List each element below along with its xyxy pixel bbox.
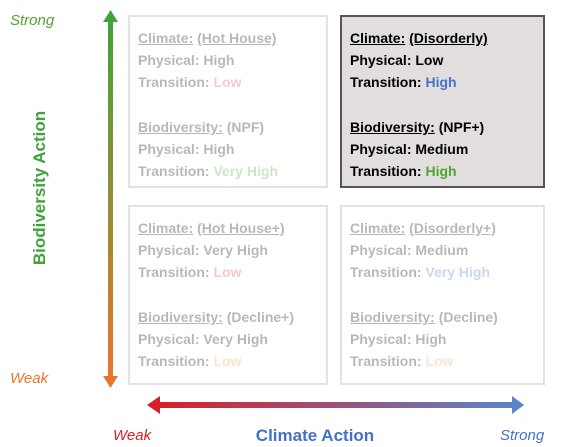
vertical-arrow [103,10,118,388]
y-bottom-label: Weak [10,370,49,387]
scenario-group: Biodiversity: (Decline) Physical: High Tra… [350,306,535,372]
scenario-heading: Climate: (Disorderly+) [350,217,535,239]
risk-value: High [203,141,235,157]
risk-line: Physical: Medium [350,138,535,160]
scenario-value: (NPF+) [438,119,485,135]
scenario-name: Biodiversity: [350,309,435,325]
risk-line: Transition: Very High [138,160,318,182]
x-left-label: Weak [113,427,152,444]
risk-value: Medium [415,141,469,157]
risk-value: Medium [415,242,469,258]
risk-label: Transition: [138,353,210,369]
scenario-name: Climate: [138,220,194,236]
risk-label: Physical: [138,141,200,157]
risk-value: High [425,74,457,90]
risk-value: Low [415,52,444,68]
x-axis-title: Climate Action [255,426,375,445]
horizontal-arrow [147,396,524,414]
scenario-value: (Disorderly) [409,30,488,46]
scenario-heading: Climate: (Disorderly) [350,27,535,49]
scenario-heading: Climate: (Hot House) [138,27,318,49]
scenario-group: Climate: (Hot House+) Physical: Very High… [138,217,318,283]
risk-value: Low [425,353,454,369]
risk-label: Physical: [350,242,412,258]
scenario-group: Biodiversity: (NPF) Physical: High Transit… [138,116,318,182]
risk-line: Physical: Low [350,49,535,71]
scenario-heading: Biodiversity: (NPF) [138,116,318,138]
risk-label: Physical: [138,242,200,258]
risk-label: Physical: [350,331,412,347]
risk-line: Physical: High [138,49,318,71]
risk-line: Physical: Medium [350,239,535,261]
risk-label: Transition: [350,264,422,280]
scenario-name: Climate: [350,30,406,46]
risk-value: Very High [425,264,491,280]
risk-label: Physical: [138,331,200,347]
quadrant-content: Climate: (Hot House+) Physical: Very High… [138,217,318,372]
scenario-value: (Hot House+) [197,220,285,236]
risk-value: Very High [213,163,279,179]
quadrant-content: Climate: (Disorderly+) Physical: Medium Tr… [350,217,535,372]
risk-label: Transition: [138,74,210,90]
risk-value: Low [213,74,242,90]
scenario-heading: Biodiversity: (Decline) [350,306,535,328]
risk-value: Very High [203,242,268,258]
risk-line: Transition: Low [138,261,318,283]
risk-label: Transition: [350,74,422,90]
x-right-label: Strong [500,427,545,444]
scenario-name: Biodiversity: [138,309,223,325]
y-axis-title: Biodiversity Action [30,110,49,266]
quadrant-content: Climate: (Hot House) Physical: High Transi… [138,27,318,182]
risk-value: High [203,52,235,68]
quadrant: Climate: (Disorderly) Physical: Low Transi… [340,15,545,188]
scenario-heading: Climate: (Hot House+) [138,217,318,239]
risk-line: Transition: Low [138,350,318,372]
risk-label: Physical: [350,52,412,68]
risk-line: Transition: Low [350,350,535,372]
scenario-group: Climate: (Disorderly+) Physical: Medium Tr… [350,217,535,283]
scenario-heading: Biodiversity: (NPF+) [350,116,535,138]
scenario-name: Biodiversity: [138,119,223,135]
scenario-name: Climate: [350,220,406,236]
scenario-value: (Decline) [438,309,498,325]
risk-value: Very High [203,331,268,347]
risk-line: Physical: Very High [138,239,318,261]
quadrant: Climate: (Hot House+) Physical: Very High… [128,205,328,385]
risk-label: Physical: [138,52,200,68]
risk-line: Physical: High [138,138,318,160]
quadrant: Climate: (Hot House) Physical: High Transi… [128,15,328,188]
scenario-group: Climate: (Disorderly) Physical: Low Transi… [350,27,535,93]
scenario-name: Biodiversity: [350,119,435,135]
scenario-value: (Decline+) [226,309,295,325]
risk-line: Transition: High [350,71,535,93]
scenario-value: (Hot House) [197,30,277,46]
scenario-value: (NPF) [226,119,265,135]
risk-label: Transition: [138,264,210,280]
risk-value: High [425,163,457,179]
scenario-group: Biodiversity: (Decline+) Physical: Very H… [138,306,318,372]
risk-line: Transition: High [350,160,535,182]
scenario-heading: Biodiversity: (Decline+) [138,306,318,328]
quadrant: Climate: (Disorderly+) Physical: Medium Tr… [340,205,545,385]
risk-label: Physical: [350,141,412,157]
risk-value: Low [213,264,242,280]
risk-value: Low [213,353,242,369]
risk-line: Physical: High [350,328,535,350]
y-top-label: Strong [10,12,55,29]
risk-line: Transition: Very High [350,261,535,283]
quadrant-content: Climate: (Disorderly) Physical: Low Transi… [350,27,535,182]
risk-value: High [415,331,447,347]
risk-label: Transition: [350,353,422,369]
scenario-name: Climate: [138,30,194,46]
scenario-group: Biodiversity: (NPF+) Physical: Medium Tran… [350,116,535,182]
risk-label: Transition: [350,163,422,179]
risk-line: Transition: Low [138,71,318,93]
risk-line: Physical: Very High [138,328,318,350]
scenario-value: (Disorderly+) [409,220,496,236]
scenario-group: Climate: (Hot House) Physical: High Transi… [138,27,318,93]
risk-label: Transition: [138,163,210,179]
